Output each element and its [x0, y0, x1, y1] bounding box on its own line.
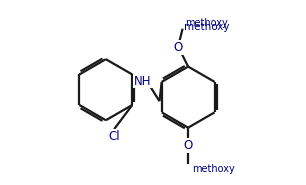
Text: O: O — [184, 139, 193, 152]
Text: NH: NH — [134, 75, 151, 88]
Text: Cl: Cl — [108, 130, 120, 143]
Text: methoxy: methoxy — [192, 164, 235, 174]
Text: methoxy: methoxy — [184, 22, 229, 32]
Text: methoxy: methoxy — [185, 18, 228, 28]
Text: O: O — [174, 41, 183, 54]
